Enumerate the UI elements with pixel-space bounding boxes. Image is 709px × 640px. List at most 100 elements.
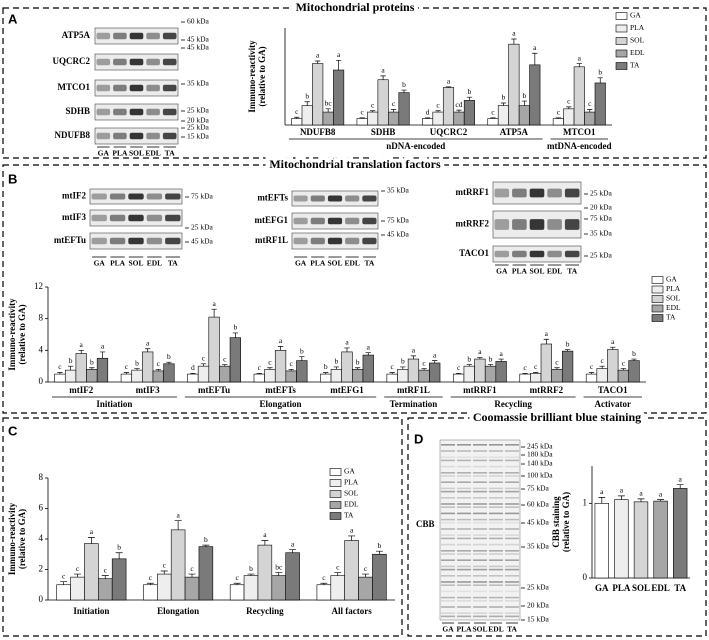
panel-letter: A bbox=[8, 11, 18, 26]
blot-band bbox=[547, 219, 562, 230]
gel-band bbox=[457, 596, 471, 599]
gel-band bbox=[489, 528, 503, 530]
blot-band bbox=[547, 188, 562, 198]
error-bar bbox=[657, 499, 665, 502]
error-bar bbox=[588, 372, 595, 375]
gel-band bbox=[457, 503, 471, 505]
blot-label: mtIF2 bbox=[62, 191, 86, 201]
group-label: nDNA-encoded bbox=[386, 141, 445, 151]
significance-letter: b bbox=[598, 68, 602, 77]
significance-letter: c bbox=[235, 573, 239, 582]
gel-band bbox=[505, 528, 519, 530]
gel-band bbox=[473, 497, 487, 499]
error-bar bbox=[348, 535, 356, 541]
error-bar bbox=[511, 38, 517, 45]
gel-band bbox=[457, 584, 471, 586]
x-tick-label: TA bbox=[674, 583, 686, 593]
gel-band bbox=[457, 612, 471, 614]
bar bbox=[628, 360, 640, 383]
bar bbox=[495, 361, 507, 383]
error-bar bbox=[233, 582, 241, 585]
gel-band bbox=[473, 512, 487, 515]
marker-label: 75 kDa bbox=[191, 192, 214, 201]
gel-band bbox=[473, 612, 487, 614]
marker-label: 45 kDa bbox=[527, 518, 550, 527]
lane-label: GA bbox=[496, 267, 508, 276]
blot-band bbox=[162, 32, 177, 40]
legend-label: SOL bbox=[344, 489, 359, 498]
blot-band bbox=[96, 108, 111, 116]
bar bbox=[358, 576, 373, 601]
gel-band bbox=[505, 459, 519, 462]
gel-band bbox=[441, 503, 455, 505]
gel-band bbox=[457, 600, 471, 602]
bar bbox=[573, 66, 585, 126]
legend-label: EDL bbox=[630, 48, 645, 57]
bar bbox=[367, 111, 379, 126]
error-bar bbox=[676, 484, 684, 489]
significance-letter: a bbox=[639, 489, 643, 498]
bar bbox=[142, 351, 154, 383]
gel-band bbox=[489, 512, 503, 515]
gel-band bbox=[505, 596, 519, 599]
error-bar bbox=[456, 109, 462, 113]
bar bbox=[330, 575, 345, 601]
bar bbox=[372, 553, 387, 601]
error-bar bbox=[57, 372, 63, 375]
gel-band bbox=[441, 475, 455, 477]
gel-band bbox=[473, 615, 487, 618]
blot-band bbox=[146, 32, 160, 40]
gel-band bbox=[441, 512, 455, 515]
gel-band bbox=[489, 590, 503, 593]
blot-band bbox=[564, 188, 580, 198]
gel-band bbox=[441, 590, 455, 593]
blot-band bbox=[162, 132, 177, 140]
gel-band bbox=[505, 553, 519, 555]
gel-band bbox=[457, 472, 471, 474]
error-bar bbox=[389, 372, 395, 375]
y-axis-label: (relative to GA) bbox=[17, 304, 27, 364]
bar bbox=[170, 529, 186, 601]
bar bbox=[330, 369, 342, 383]
gel-band bbox=[441, 528, 455, 530]
gel-band bbox=[441, 456, 455, 458]
significance-letter: c bbox=[62, 571, 66, 580]
bar bbox=[530, 372, 542, 383]
y-tick-label: 4 bbox=[39, 533, 44, 543]
significance-letter: cd bbox=[455, 100, 462, 109]
gel-band bbox=[505, 456, 519, 458]
bar bbox=[98, 578, 113, 601]
gel-band bbox=[489, 565, 503, 568]
gel-band bbox=[489, 550, 503, 552]
gel-band bbox=[441, 559, 455, 561]
gel-band bbox=[489, 487, 503, 490]
error-bar bbox=[67, 365, 74, 371]
error-bar bbox=[587, 109, 593, 113]
blot-label: NDUFB8 bbox=[55, 130, 91, 140]
gel-band bbox=[489, 606, 503, 608]
error-bar bbox=[325, 108, 331, 113]
legend-swatch bbox=[651, 285, 664, 294]
marker-label: 35 kDa bbox=[590, 229, 613, 238]
lane-label: PLA bbox=[512, 267, 528, 276]
gel-band bbox=[489, 465, 503, 468]
significance-letter: b bbox=[233, 323, 237, 332]
group-label: Termination bbox=[390, 399, 438, 409]
lane-label: EDL bbox=[547, 267, 562, 276]
error-bar bbox=[490, 117, 496, 119]
gel-band bbox=[457, 559, 471, 561]
error-bar bbox=[597, 77, 603, 83]
significance-letter: a bbox=[146, 338, 150, 347]
gel-band bbox=[473, 600, 487, 602]
significance-letter: b bbox=[401, 357, 405, 366]
marker-label: 20 kDa bbox=[590, 203, 613, 212]
gel-band bbox=[441, 581, 455, 583]
gel-band bbox=[457, 444, 471, 446]
error-bar bbox=[123, 372, 130, 375]
blot-band bbox=[129, 32, 144, 40]
lane-label: EDL bbox=[344, 259, 359, 268]
significance-letter: b bbox=[90, 357, 94, 366]
x-tick-label: mtEFTu bbox=[198, 385, 230, 395]
significance-letter: c bbox=[223, 354, 227, 363]
gel-band bbox=[457, 553, 471, 555]
